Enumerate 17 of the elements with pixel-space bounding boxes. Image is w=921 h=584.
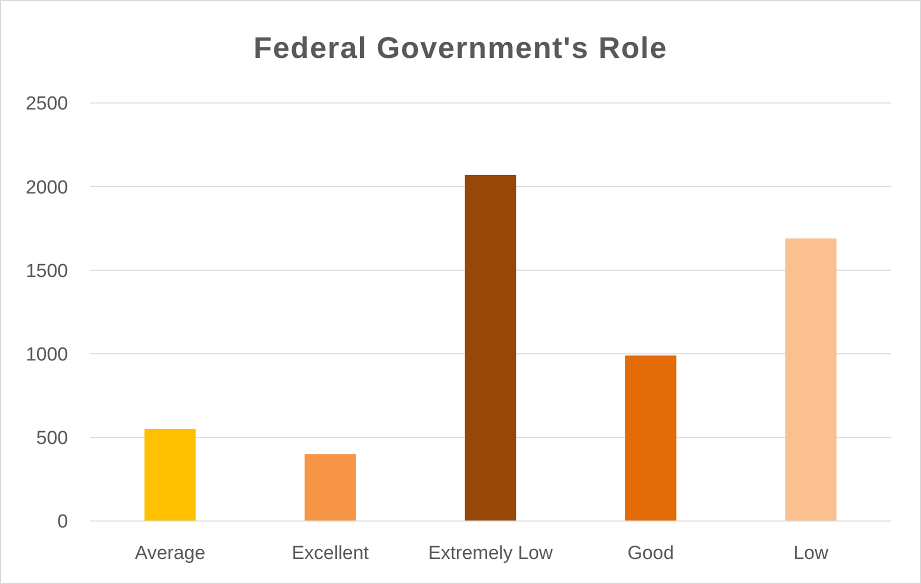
- y-tick-label: 2000: [26, 177, 68, 198]
- x-tick-label: Good: [627, 543, 674, 564]
- y-tick-label: 0: [57, 512, 68, 533]
- y-tick-label: 1500: [26, 260, 68, 282]
- x-tick-label: Average: [134, 543, 206, 564]
- y-tick-label: 500: [36, 428, 68, 450]
- bar: [144, 429, 196, 521]
- bar: [785, 238, 837, 521]
- bar: [625, 355, 676, 521]
- chart-title: Federal Government's Role: [254, 32, 668, 65]
- y-tick-label: 1000: [26, 344, 68, 366]
- bar: [464, 174, 516, 521]
- y-tick-label: 2500: [26, 94, 68, 115]
- x-tick-label: Excellent: [292, 543, 370, 564]
- x-tick-label: Low: [793, 543, 829, 564]
- bar: [304, 454, 356, 521]
- x-tick-label: Extremely Low: [428, 543, 554, 564]
